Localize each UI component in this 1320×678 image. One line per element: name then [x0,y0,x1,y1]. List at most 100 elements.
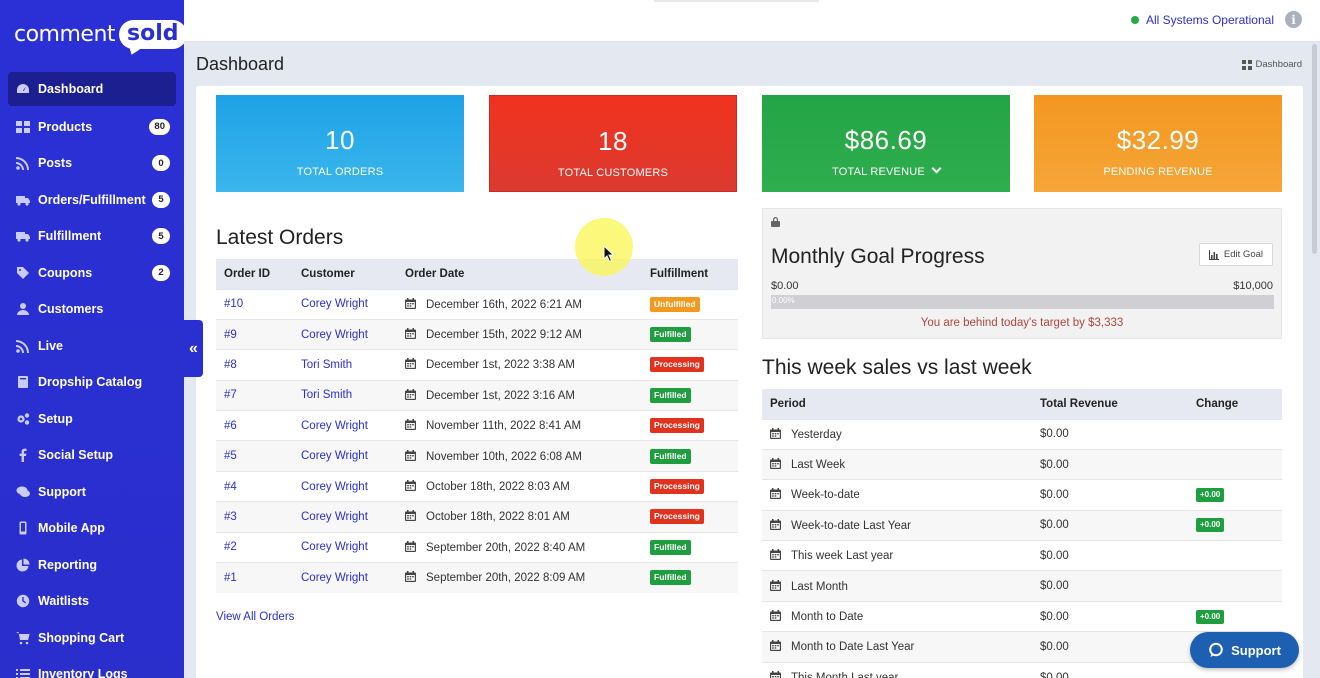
sidebar-item-posts[interactable]: Posts 0 [0,145,184,182]
logo[interactable]: comment sold [14,14,184,54]
customer-link[interactable]: Tori Smith [301,389,353,402]
period-cell: Month to Date [762,600,1032,632]
sidebar-item-setup[interactable]: Setup [0,401,184,438]
count-badge: 0 [152,155,170,172]
weekly-sales-table: Period Total Revenue Change Yesterday $0.… [762,389,1282,678]
table-row: #6 Corey Wright November 11th, 2022 8:41 A… [216,410,738,441]
view-all-orders-link[interactable]: View All Orders [216,611,295,623]
count-badge: 5 [152,228,170,245]
edit-goal-button[interactable]: Edit Goal [1198,243,1273,266]
stat-total-orders[interactable]: 10 TOTAL ORDERS [216,95,464,192]
order-id-link[interactable]: #2 [224,541,237,554]
sidebar-item-mobile-app[interactable]: Mobile App [0,510,184,547]
sidebar-item-reporting[interactable]: Reporting [0,547,184,584]
edit-goal-label: Edit Goal [1223,249,1263,260]
order-id-link[interactable]: #9 [224,328,237,341]
change-cell [1188,448,1282,480]
order-id-link[interactable]: #10 [224,298,244,311]
order-id-link[interactable]: #7 [224,389,237,402]
grid-icon [1241,59,1252,70]
fulfillment-cell: Fulfilled [642,531,738,563]
stat-pending-revenue[interactable]: $32.99 PENDING REVENUE [1034,95,1282,192]
calendar-icon [405,510,416,522]
revenue-cell: $0.00 [1032,509,1188,541]
status-badge: Fulfilled [650,570,691,586]
calendar-icon [770,427,781,439]
grid-icon [16,120,30,134]
stat-total-customers[interactable]: 18 TOTAL CUSTOMERS [489,95,737,192]
rss-icon [16,156,30,171]
order-id-link[interactable]: #1 [224,571,237,584]
sidebar-item-orders-fulfillment[interactable]: Orders/Fulfillment 5 [0,182,184,219]
sidebar-item-coupons[interactable]: Coupons 2 [0,255,184,292]
sidebar-item-waitlists[interactable]: Waitlists [0,583,184,620]
sidebar-item-dropship-catalog[interactable]: Dropship Catalog [0,364,184,401]
order-id-cell: #1 [216,562,293,593]
order-id-cell: #10 [216,288,293,320]
goal-behind-message: You are behind today's target by $3,333 [920,317,1124,329]
revenue-cell: $0.00 [1032,540,1188,571]
status-badge: Processing [650,479,704,495]
lock-icon[interactable] [771,214,780,227]
sidebar-item-label: Reporting [38,557,98,572]
sidebar-item-dashboard[interactable]: Dashboard [8,72,176,106]
count-badge: 2 [152,264,170,281]
table-row: #1 Corey Wright September 20th, 2022 8:09 … [216,562,738,593]
sidebar-item-label: Inventory Logs [38,667,128,678]
sidebar-item-label: Dropship Catalog [38,375,143,390]
chevron-down-icon[interactable] [931,163,942,174]
calendar-icon [405,328,416,340]
fulfillment-cell: Fulfilled [642,318,738,350]
col-customer: Customer [293,259,397,289]
order-id-link[interactable]: #3 [224,510,237,523]
order-id-cell: #4 [216,470,293,502]
customer-link[interactable]: Corey Wright [301,450,368,463]
info-icon[interactable]: i [1285,11,1302,28]
order-date: November 10th, 2022 6:08 AM [426,450,582,463]
stat-label-row[interactable]: TOTAL REVENUE [762,163,1010,178]
period-label: Week-to-date Last Year [791,519,911,532]
sidebar-item-live[interactable]: Live [0,328,184,365]
sidebar-item-label: Orders/Fulfillment [38,192,146,207]
period-cell: Month to Date Last Year [762,631,1032,663]
support-chat-button[interactable]: Support [1190,632,1299,668]
sidebar-item-products[interactable]: Products 80 [0,109,184,146]
logo-word: comment [14,21,116,47]
sidebar-item-fulfillment[interactable]: Fulfillment 5 [0,218,184,255]
sidebar-item-social-setup[interactable]: Social Setup [0,437,184,474]
sidebar-item-customers[interactable]: Customers [0,291,184,328]
fulfillment-cell: Fulfilled [642,440,738,472]
customer-link[interactable]: Corey Wright [301,541,368,554]
customer-link[interactable]: Corey Wright [301,480,368,493]
customer-link[interactable]: Corey Wright [301,298,368,311]
order-date-cell: September 20th, 2022 8:40 AM [397,531,642,563]
customer-link[interactable]: Tori Smith [301,358,353,371]
sidebar-item-support[interactable]: Support [0,474,184,511]
table-row: #2 Corey Wright September 20th, 2022 8:40 … [216,531,738,563]
sidebar-item-inventory-logs[interactable]: Inventory Logs [0,656,184,678]
stat-total-revenue[interactable]: $86.69 TOTAL REVENUE [762,95,1010,192]
customer-link[interactable]: Corey Wright [301,571,368,584]
customer-link[interactable]: Corey Wright [301,510,368,523]
order-id-link[interactable]: #4 [224,480,237,493]
order-id-link[interactable]: #5 [224,450,237,463]
period-cell: This week Last year [762,540,1032,571]
table-header-row: Period Total Revenue Change [762,389,1282,419]
breadcrumb-label: Dashboard [1255,59,1302,70]
collapse-sidebar-button[interactable]: « [184,320,203,377]
scrollbar[interactable] [1312,44,1317,254]
table-row: #8 Tori Smith December 1st, 2022 3:38 AM Pr… [216,349,738,381]
customer-link[interactable]: Corey Wright [301,328,368,341]
goal-min-value: $0.00 [771,280,799,292]
fulfillment-cell: Fulfilled [642,379,738,411]
sidebar-item-label: Shopping Cart [38,630,125,645]
order-id-link[interactable]: #6 [224,419,237,432]
customer-link[interactable]: Corey Wright [301,419,368,432]
breadcrumb[interactable]: Dashboard [1241,59,1302,70]
period-cell: Week-to-date Last Year [762,509,1032,541]
sidebar-item-shopping-cart[interactable]: Shopping Cart [0,620,184,657]
status-badge: Fulfilled [650,387,691,403]
order-id-link[interactable]: #8 [224,358,237,371]
stat-value: $32.99 [1116,125,1200,155]
system-status[interactable]: All Systems Operational [1130,13,1274,27]
